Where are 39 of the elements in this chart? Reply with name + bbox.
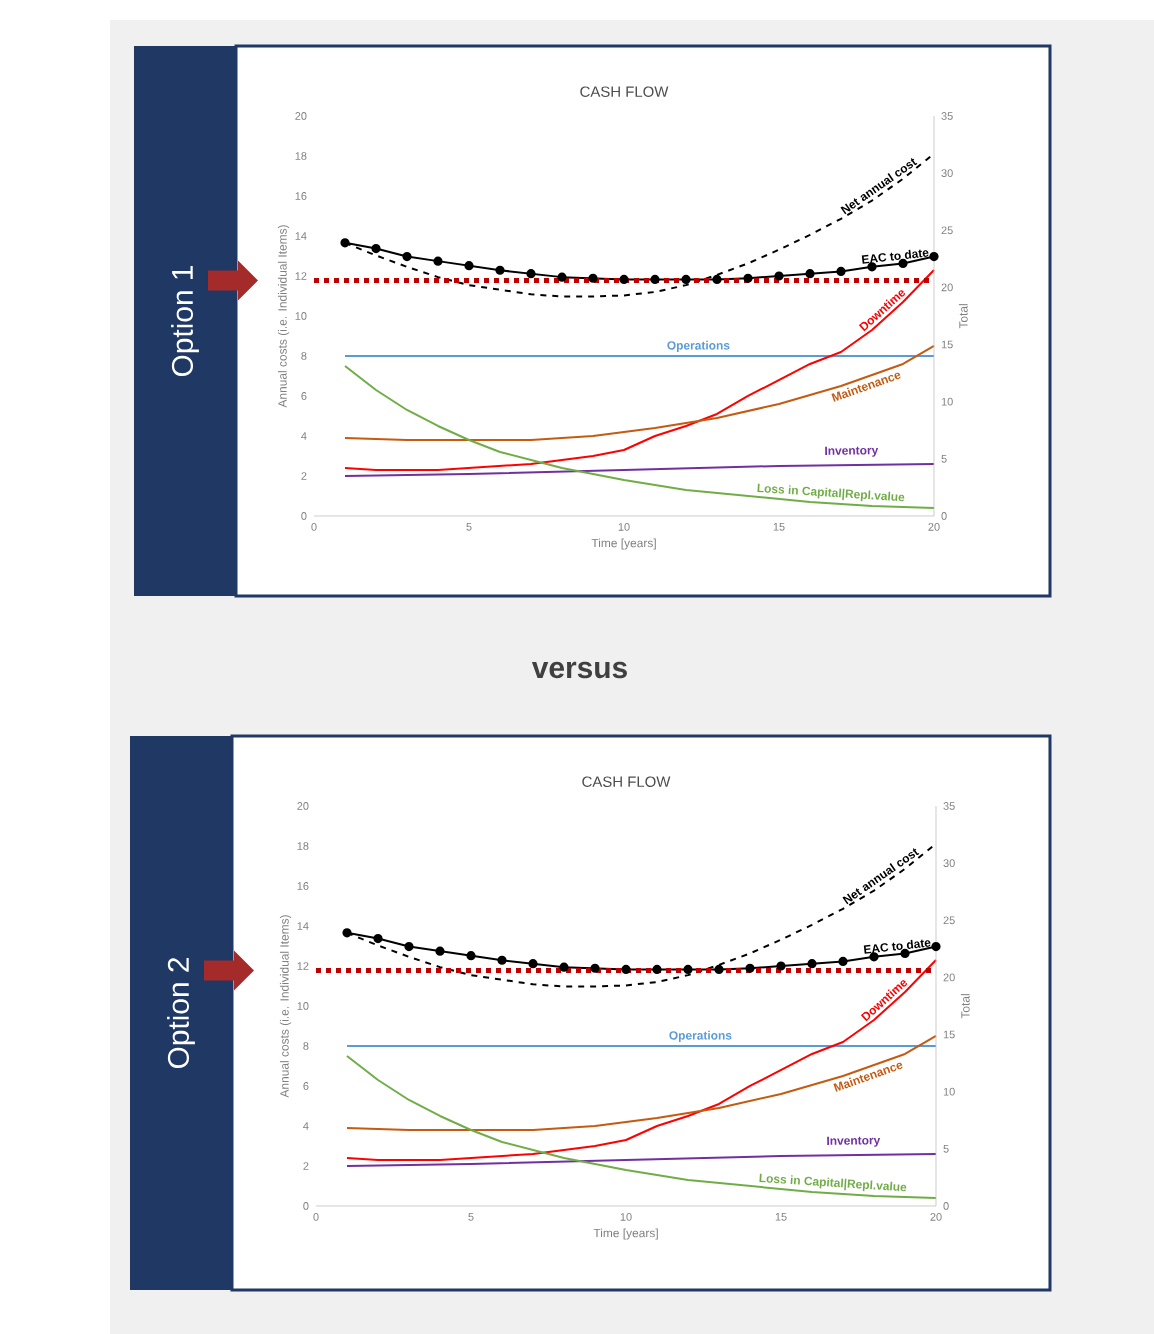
point	[559, 962, 569, 972]
point	[838, 956, 848, 967]
text: Option 2	[167, 958, 195, 1069]
point	[528, 959, 538, 969]
point	[743, 273, 753, 283]
point	[931, 941, 941, 952]
point	[745, 963, 755, 973]
point	[557, 272, 567, 282]
point	[836, 266, 846, 277]
point	[776, 961, 786, 971]
point	[621, 964, 631, 975]
text: versus	[531, 661, 627, 679]
point	[497, 955, 507, 965]
point	[650, 274, 660, 285]
point	[590, 963, 600, 973]
point	[371, 243, 381, 254]
point	[683, 964, 693, 975]
point	[588, 273, 598, 283]
point	[681, 274, 691, 285]
point	[807, 959, 817, 969]
point	[712, 274, 722, 285]
point	[435, 946, 445, 956]
text: Option 1	[171, 266, 199, 377]
point	[619, 274, 629, 285]
point	[526, 269, 536, 279]
point	[929, 251, 939, 262]
point	[342, 928, 352, 938]
point	[495, 265, 505, 275]
point	[466, 951, 476, 961]
point	[774, 271, 784, 281]
point	[464, 261, 474, 271]
point	[404, 941, 414, 952]
point	[805, 269, 815, 279]
point	[714, 964, 724, 975]
point	[340, 238, 350, 248]
point	[433, 256, 443, 266]
point	[373, 933, 383, 944]
point	[402, 251, 412, 262]
point	[652, 964, 662, 975]
